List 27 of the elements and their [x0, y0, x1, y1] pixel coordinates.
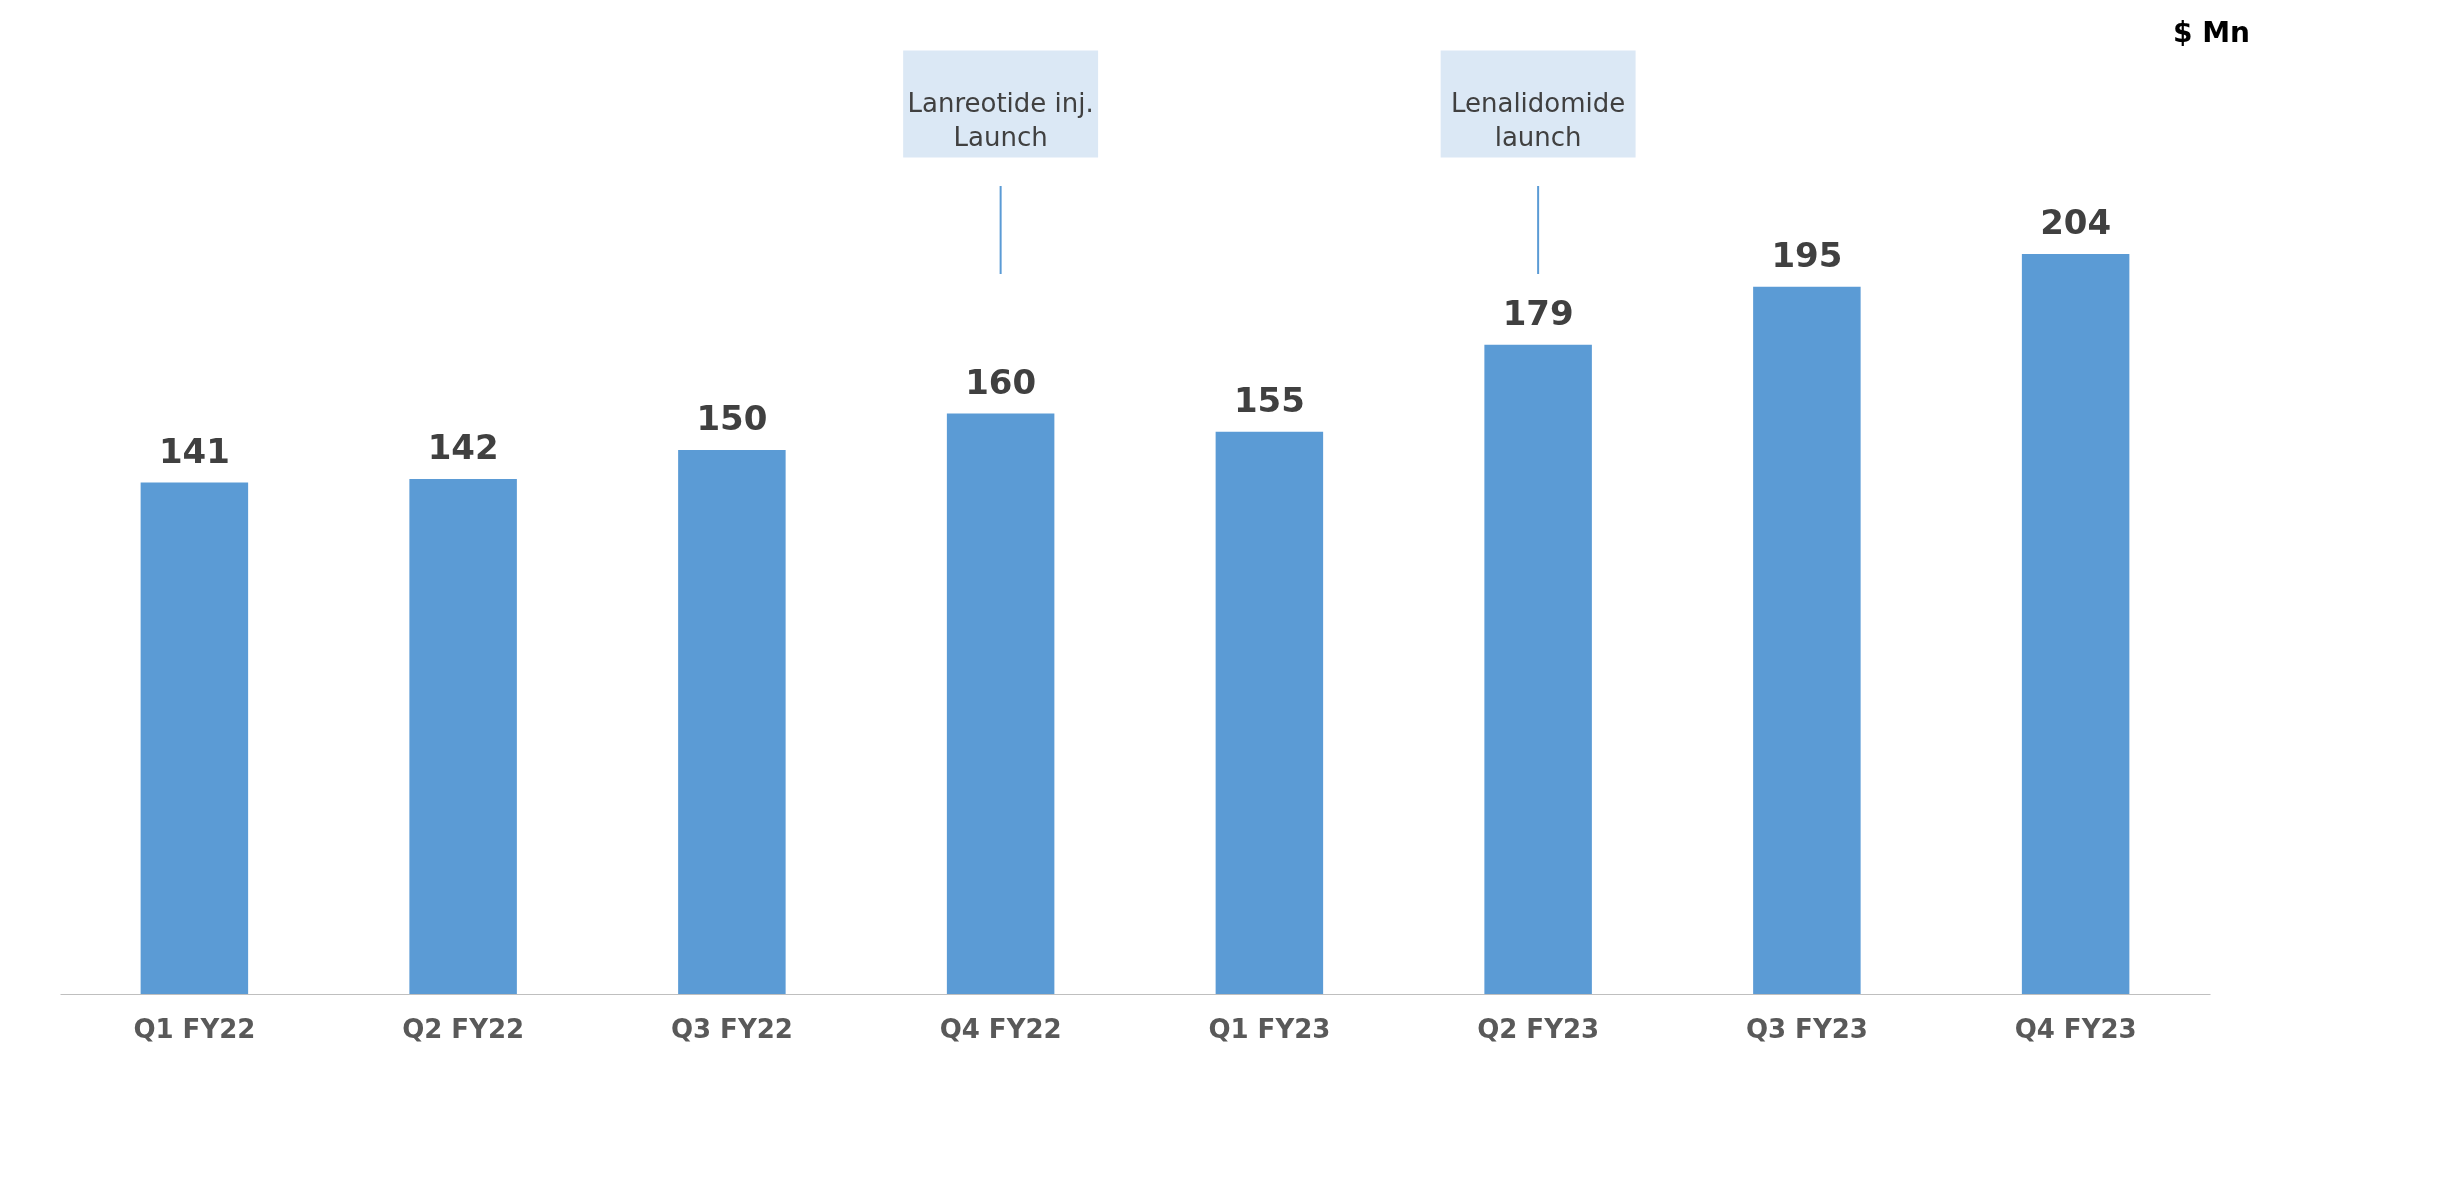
- data-label: 142: [427, 426, 499, 467]
- bar: [678, 449, 786, 994]
- data-label: 150: [696, 397, 768, 438]
- bar: [140, 482, 249, 994]
- ref-line-label: Lenalidomide launch: [1450, 88, 1626, 152]
- bar: [409, 478, 517, 994]
- x-tick-label: Q1 FY22: [133, 1013, 256, 1044]
- x-tick-label: Q2 FY23: [1477, 1013, 1600, 1044]
- data-label: 179: [1502, 292, 1574, 333]
- text: $ Mn: [2172, 16, 2250, 49]
- data-label: 160: [965, 361, 1037, 402]
- bar: [1753, 286, 1861, 994]
- x-tick-label: Q1 FY23: [1208, 1013, 1331, 1044]
- data-label: 155: [1233, 379, 1305, 420]
- data-label: 195: [1771, 234, 1843, 275]
- x-tick-label: Q3 FY22: [670, 1013, 793, 1044]
- bar: [946, 413, 1055, 994]
- x-tick-label: Q2 FY22: [402, 1013, 525, 1044]
- bar: [1484, 344, 1592, 994]
- ref-line-label: Lanreotide inj. Launch: [907, 88, 1094, 152]
- data-label: 141: [158, 430, 230, 471]
- bar: [2021, 254, 2130, 994]
- data-label: 204: [2040, 202, 2112, 242]
- x-tick-label: Q3 FY23: [1745, 1013, 1868, 1044]
- bar: [1215, 431, 1324, 994]
- x-tick-label: Q4 FY22: [939, 1013, 1062, 1044]
- x-tick-label: Q4 FY23: [2014, 1013, 2137, 1044]
